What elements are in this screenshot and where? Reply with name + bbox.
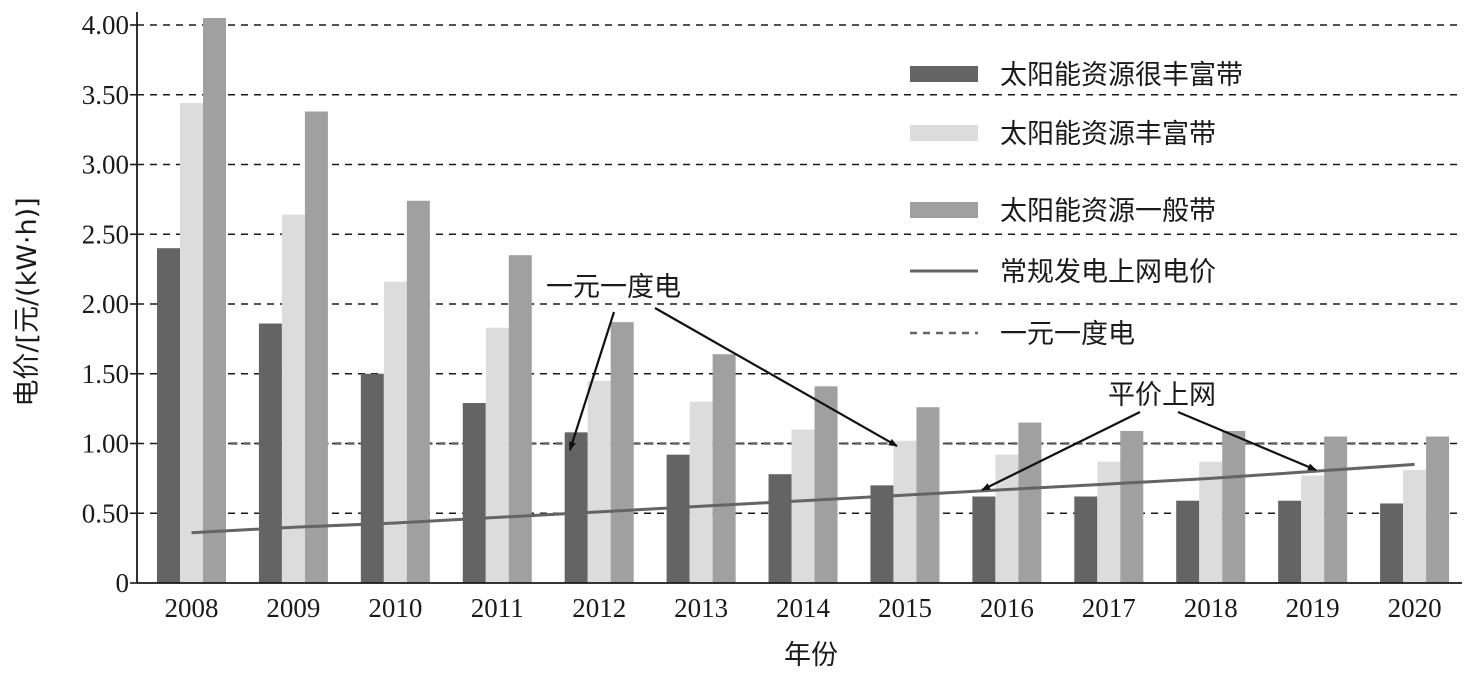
bar-2017-series-2 [1120, 430, 1144, 583]
legend-label-4: 一元一度电 [1000, 319, 1135, 350]
bar-2012-series-1 [587, 380, 611, 583]
x-tick-label: 2008 [165, 593, 219, 623]
y-tick-labels: 0 0.50 1.00 1.50 2.00 2.50 3.00 3.50 4.00 [82, 10, 137, 598]
annotation-one-yuan-label: 一元一度电 [546, 272, 681, 303]
x-tick-label: 2009 [266, 593, 320, 623]
bar-2010-series-2 [406, 200, 430, 583]
bar-2012-series-0 [564, 432, 588, 583]
bar-2013-series-2 [712, 354, 736, 583]
legend-swatch-0 [910, 66, 978, 82]
bars [157, 18, 1450, 584]
y-tick-label: 3.00 [82, 150, 129, 180]
y-tick-label: 0 [116, 568, 130, 598]
bar-2009-series-0 [258, 323, 282, 583]
bar-2020-series-0 [1380, 503, 1404, 583]
bar-2014-series-1 [791, 429, 815, 583]
x-tick-label: 2020 [1388, 593, 1442, 623]
x-tick-label: 2016 [980, 593, 1034, 623]
bar-2014-series-2 [814, 386, 838, 583]
bar-2018-series-1 [1199, 461, 1223, 583]
x-tick-label: 2017 [1082, 593, 1136, 623]
x-tick-label: 2019 [1286, 593, 1340, 623]
bar-2013-series-1 [689, 401, 713, 583]
y-tick-label: 2.50 [82, 219, 129, 249]
legend-label-0: 太阳能资源很丰富带 [1000, 60, 1243, 91]
axes [136, 12, 1462, 584]
legend-swatch-2 [910, 202, 978, 218]
bar-2015-series-0 [870, 485, 894, 583]
y-tick-label: 1.50 [82, 359, 129, 389]
bar-2010-series-1 [383, 281, 407, 583]
y-tick-label: 0.50 [82, 498, 129, 528]
x-axis-title: 年份 [784, 640, 838, 671]
y-tick-label: 4.00 [82, 10, 129, 40]
x-tick-labels: 2008 2009 2010 2011 2012 2013 2014 2015 2016 2017… [165, 593, 1442, 623]
annotation-arrow-2019 [1177, 410, 1317, 472]
bar-2008-series-1 [180, 103, 203, 584]
bar-2011-series-1 [485, 327, 509, 583]
annotation-arrow-2016 [981, 411, 1141, 491]
bar-2011-series-2 [508, 255, 532, 584]
annotations: 一元一度电 平价上网 [546, 272, 1317, 491]
legend-label-3: 常规发电上网电价 [1000, 257, 1216, 288]
line-series-layer [191, 462, 1415, 535]
bar-2019-series-2 [1324, 436, 1348, 583]
legend-label-2: 太阳能资源一般带 [1000, 196, 1216, 227]
y-tick-label: 3.50 [82, 80, 129, 110]
bar-2016-series-1 [995, 454, 1019, 583]
bar-2008-series-2 [203, 18, 226, 583]
bar-2018-series-2 [1222, 430, 1246, 583]
x-tick-label: 2014 [776, 593, 831, 623]
bar-2010-series-0 [360, 373, 384, 583]
y-tick-label: 2.00 [82, 289, 129, 319]
bar-2019-series-0 [1278, 500, 1302, 583]
x-tick-label: 2018 [1184, 593, 1238, 623]
annotation-grid-parity-label: 平价上网 [1108, 380, 1216, 411]
bar-2012-series-2 [610, 322, 634, 583]
bar-2009-series-1 [281, 214, 305, 583]
bar-2008-series-0 [157, 248, 180, 583]
x-tick-label: 2011 [471, 593, 524, 623]
bar-2016-series-0 [972, 496, 996, 583]
bar-2017-series-1 [1097, 461, 1121, 583]
annotation-arrow-2012 [568, 311, 616, 451]
bar-2019-series-1 [1301, 475, 1325, 583]
bar-2015-series-1 [893, 440, 917, 583]
y-tick-label: 1.00 [82, 429, 129, 459]
legend-swatch-1 [910, 125, 978, 141]
bar-2017-series-0 [1074, 496, 1098, 583]
bar-2009-series-2 [304, 111, 328, 584]
bar-2020-series-2 [1426, 436, 1450, 583]
bar-2020-series-1 [1403, 470, 1427, 583]
bar-2018-series-0 [1176, 500, 1200, 583]
bar-2011-series-0 [462, 403, 486, 583]
x-tick-label: 2015 [878, 593, 932, 623]
bar-2013-series-0 [666, 454, 690, 583]
x-tick-label: 2012 [572, 593, 626, 623]
annotation-arrow-2015 [654, 307, 898, 447]
legend-label-1: 太阳能资源丰富带 [1000, 119, 1216, 150]
x-tick-label: 2010 [368, 593, 422, 623]
bar-2016-series-2 [1018, 422, 1042, 583]
bar-2014-series-0 [768, 474, 792, 583]
line-conventional-price [191, 462, 1415, 535]
y-axis-title: 电价/[元/(kW·h)] [12, 197, 43, 406]
x-tick-label: 2013 [674, 593, 728, 623]
